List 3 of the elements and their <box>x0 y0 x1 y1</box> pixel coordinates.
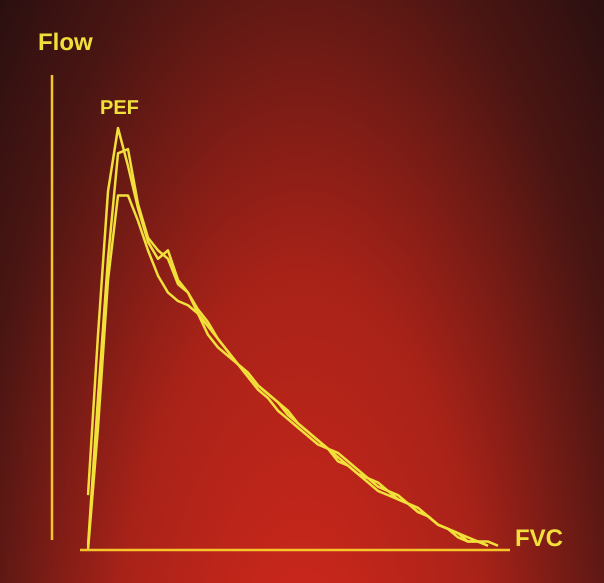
text: PEF <box>100 97 139 119</box>
x-axis-title: FVC <box>515 525 563 552</box>
y-axis-title: Flow <box>38 29 93 56</box>
